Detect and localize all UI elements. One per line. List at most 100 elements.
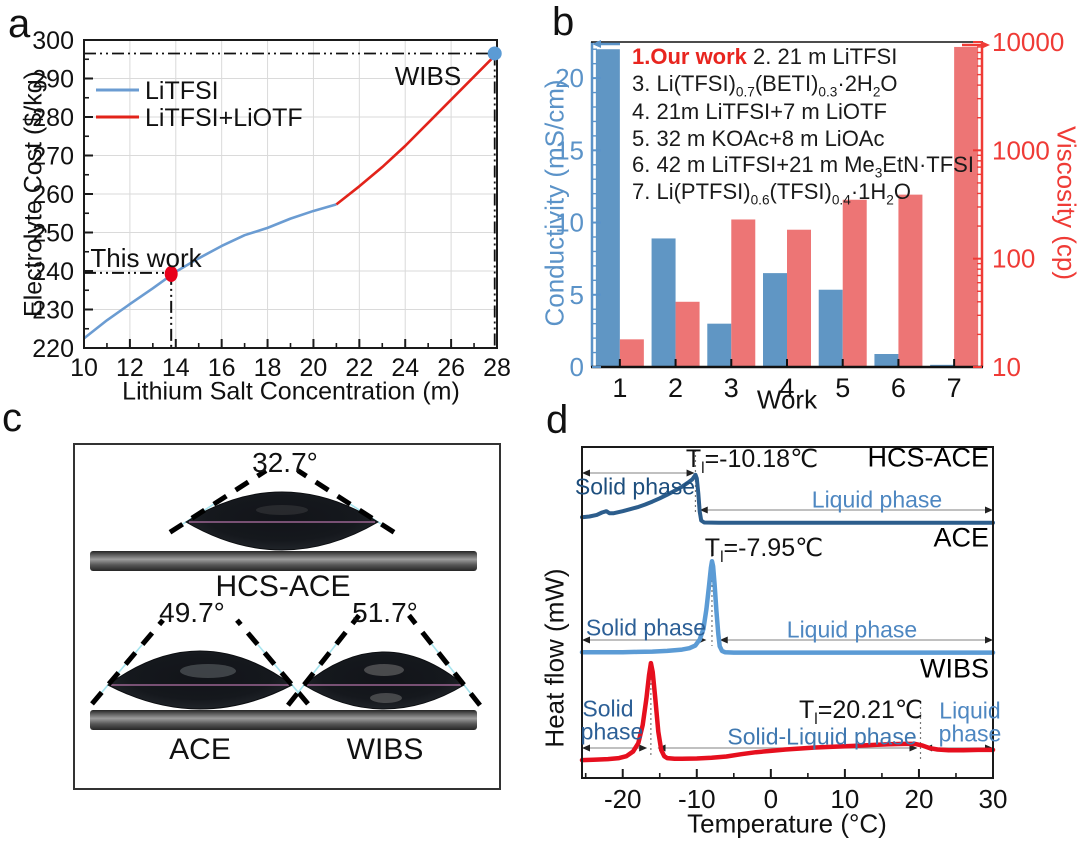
tangent-dash-left (168, 468, 268, 535)
bar-conductivity-5 (818, 289, 843, 367)
d-xtick-label: 10 (830, 784, 859, 814)
contact-angle-images (73, 443, 501, 790)
offscale-arrowhead-red (981, 41, 990, 49)
panel-c-contact-angles: 32.7° 49.7° 51.7° HCS-ACE ACE WIBS (0, 420, 540, 843)
phase-arrowhead (719, 636, 728, 644)
d-y-axis-title: Heat flow (mW) (539, 568, 570, 748)
phase-arrowhead (582, 744, 590, 752)
a-xtick-label: 20 (300, 354, 328, 382)
bar-viscosity-1 (619, 339, 644, 367)
dsc-curve-HCS-ACE (580, 472, 995, 525)
a-ytick-label: 270 (32, 143, 74, 171)
b-left-tick: 15 (555, 135, 584, 165)
bar-viscosity-3 (731, 219, 756, 367)
bar-conductivity-2 (651, 238, 676, 367)
droplet-name-hcs-ace: HCS-ACE (215, 570, 351, 603)
bar-conductivity-3 (707, 323, 732, 367)
panel-letter-c: c (2, 396, 22, 440)
a-ytick-label: 280 (32, 104, 74, 132)
b-left-tick: 10 (555, 208, 584, 238)
offscale-arrowhead-blue (592, 40, 601, 48)
b-legend-entry-6: 7. Li(PTFSI)0.6(TFSI)0.4·1H2O (632, 179, 911, 208)
a-x-axis-title: Lithium Salt Concentration (m) (122, 377, 460, 406)
droplet-name-wibs: WIBS (346, 733, 424, 766)
b-category-label: 3 (724, 373, 739, 403)
droplet-name-ace: ACE (169, 733, 231, 766)
phase-arrowhead (639, 744, 648, 752)
tangent-dash-right (407, 613, 482, 707)
phase-label: phase (938, 720, 1002, 747)
a-ytick-label: 230 (32, 297, 74, 325)
transition-temp-label: Tl=20.21℃ (799, 696, 923, 728)
dsc-curve-WIBS (579, 660, 996, 763)
b-category-label: 5 (835, 373, 850, 403)
droplet-HCS-ACE (185, 491, 379, 551)
tangent-dash-left (286, 613, 361, 707)
droplet-ACE (107, 650, 293, 710)
transition-temp-label: Tl=-7.95℃ (704, 534, 824, 566)
a-y-axis-title: Electrolyte Cost ($/kg) (19, 71, 48, 317)
a-xtick-label: 22 (345, 354, 373, 382)
panel-letter-b: b (552, 0, 575, 44)
a-ytick-label: 300 (32, 27, 74, 55)
b-right-tick: 100 (992, 244, 1035, 274)
d-xtick-label: 30 (979, 784, 1008, 814)
bar-viscosity-5 (842, 199, 867, 367)
d-xtick-label: 0 (764, 784, 778, 814)
b-category-label: 4 (779, 373, 794, 403)
d-xtick-label: -20 (604, 784, 642, 814)
line-LiTFSI (83, 203, 337, 340)
a-xtick-label: 14 (162, 354, 190, 382)
a-ytick-label: 250 (32, 220, 74, 248)
contact-angle-ace: 49.7° (159, 597, 225, 628)
b-legend-entry-2: 3. Li(TFSI)0.7(BETI)0.3·2H2O (632, 71, 898, 100)
b-left-tick: 0 (570, 352, 584, 382)
contact-angle-hcs-ace: 32.7° (252, 447, 318, 478)
a-xtick-label: 16 (208, 354, 236, 382)
b-category-label: 1 (612, 373, 627, 403)
b-x-axis-title: Work (756, 384, 818, 415)
b-left-axis-title: Conductivity (mS/cm) (539, 79, 570, 327)
b-category-label: 7 (947, 373, 962, 403)
conductivity-viscosity-plot: 0 5 10 15 20 10 100 1000 10000 1 2 3 4 5 6 7 (555, 27, 1064, 403)
cost-vs-concentration-plot: 10 12 14 16 18 20 22 24 26 28 220 230 240 250 260 270 28… (32, 27, 511, 382)
d-xtick-label: -10 (678, 784, 716, 814)
b-left-tick: 20 (555, 63, 584, 93)
b-right-tick: 10 (992, 352, 1021, 382)
a-ytick-label: 290 (32, 66, 74, 94)
legend-label-LiTFSI+LiOTF: LiTFSI+LiOTF (145, 104, 303, 132)
b-left-tick: 5 (570, 280, 584, 310)
curve-label-ACE: ACE (933, 522, 989, 553)
phase-arrowhead (985, 636, 993, 644)
b-category-label: 2 (668, 373, 683, 403)
bar-conductivity-6 (874, 354, 899, 367)
a-ytick-label: 240 (32, 258, 74, 286)
phase-label: Liquid (939, 697, 1001, 724)
wibs-dot (487, 46, 502, 61)
tangent-cyan (295, 641, 339, 696)
panel-letter-d: d (546, 398, 569, 442)
phase-label: phase (580, 718, 644, 745)
tangent-dash-right (235, 618, 310, 706)
a-xtick-label: 24 (391, 354, 419, 382)
phase-label: Solid phase (585, 614, 707, 641)
bar-viscosity-2 (675, 301, 700, 367)
tangent-dash-left (90, 618, 165, 706)
a-xtick-label: 26 (437, 354, 465, 382)
a-ytick-label: 260 (32, 181, 74, 209)
bar-viscosity-7 (954, 46, 979, 367)
phase-label: Solid (582, 695, 634, 722)
bar-viscosity-6 (898, 194, 923, 367)
panel-b-bar-chart: 0 5 10 15 20 10 100 1000 10000 1 2 3 4 5 6 7 Conductivi… (540, 0, 1080, 420)
bar-conductivity-4 (763, 273, 787, 367)
bar-conductivity-1 (595, 49, 620, 367)
panel-a-cost-chart: 10 12 14 16 18 20 22 24 26 28 220 230 240 250 260 270 28… (0, 0, 540, 420)
b-category-label: 6 (891, 373, 906, 403)
phase-label: Liquid phase (786, 616, 918, 643)
annotation-This work: This work (90, 243, 202, 273)
droplet-highlight (364, 664, 404, 676)
b-legend-entry-3: 4. 21m LiTFSI+7 m LiOTF (632, 99, 887, 124)
a-xtick-label: 12 (116, 354, 144, 382)
d-xtick-label: 20 (904, 784, 933, 814)
